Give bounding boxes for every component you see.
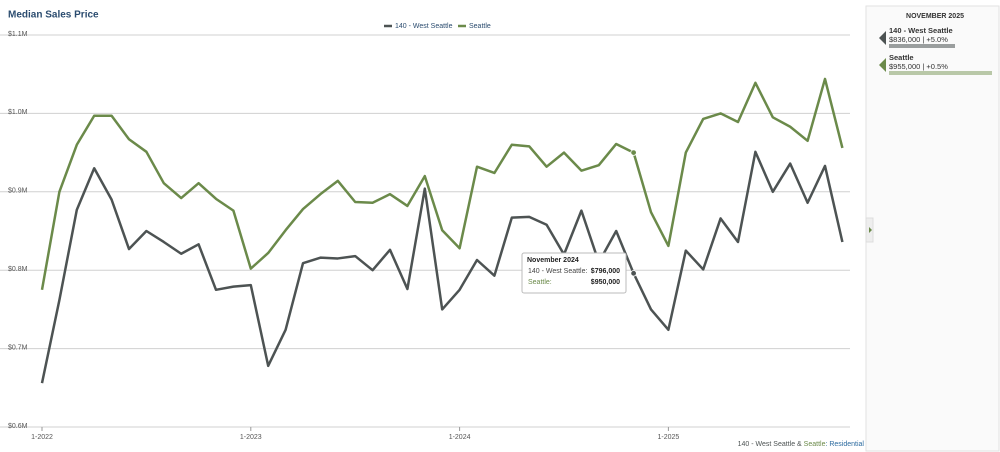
footer: 140 - West Seattle & Seattle: Residentia…: [738, 441, 865, 448]
panel-value: $955,000 | +0.5%: [889, 62, 948, 71]
x-tick-label: 1-2023: [240, 434, 262, 441]
y-tick-label: $1.1M: [8, 31, 28, 38]
tooltip-title: November 2024: [527, 257, 579, 264]
panel-name: Seattle: [889, 53, 914, 62]
legend-label: 140 - West Seattle: [395, 23, 453, 30]
y-tick-label: $0.8M: [8, 266, 28, 273]
footer-part: &: [795, 441, 802, 448]
x-tick-label: 1-2024: [449, 434, 471, 441]
hover-point: [630, 270, 637, 277]
y-tick-label: $0.7M: [8, 344, 28, 351]
hover-point: [630, 149, 637, 156]
panel-bar: [889, 71, 992, 75]
x-tick-label: 1-2022: [31, 434, 53, 441]
side-panel: [865, 5, 1000, 452]
tooltip-value: $950,000: [591, 279, 620, 286]
panel-bar: [889, 44, 955, 48]
tooltip-value: $796,000: [591, 268, 620, 275]
panel-value: $836,000 | +5.0%: [889, 35, 948, 44]
y-tick-label: $0.9M: [8, 188, 28, 195]
panel-marker: [879, 58, 886, 72]
chart-title: Median Sales Price: [8, 10, 99, 21]
tooltip-label: 140 - West Seattle:: [528, 268, 587, 275]
series-line: [40, 77, 844, 291]
panel-name: 140 - West Seattle: [889, 26, 953, 35]
footer-part: Seattle: [802, 441, 826, 448]
series-line: [40, 150, 844, 384]
tooltip-box: [521, 252, 627, 294]
footer-part: 140 - West Seattle: [738, 441, 796, 448]
y-tick-label: $0.6M: [8, 423, 28, 430]
footer-part: : Residential: [825, 441, 864, 448]
y-tick-label: $1.0M: [8, 109, 28, 116]
panel-marker: [879, 31, 886, 45]
legend-label: Seattle: [469, 23, 491, 30]
panel-title: NOVEMBER 2025: [906, 13, 964, 20]
tooltip-label: Seattle:: [528, 279, 552, 286]
toggle-arrow: [869, 227, 872, 233]
x-tick-label: 1-2025: [658, 434, 680, 441]
